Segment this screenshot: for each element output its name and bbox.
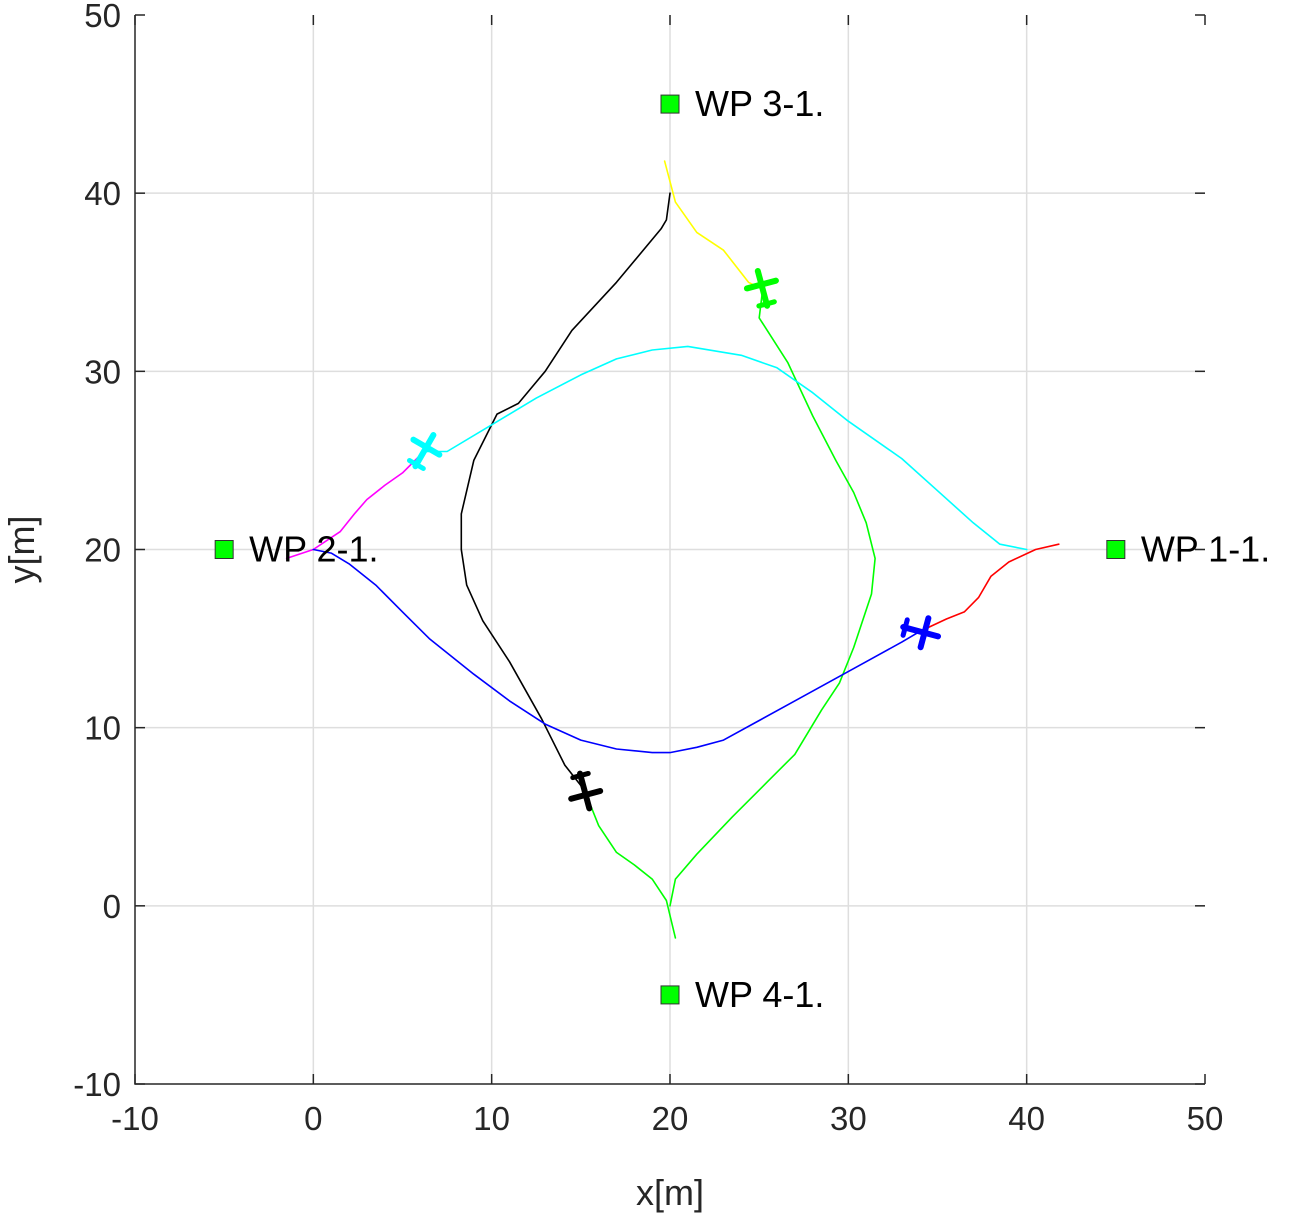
airplane-fuselage <box>754 268 771 309</box>
y-tick-label: 40 <box>84 175 121 212</box>
waypoint-marker <box>660 94 680 114</box>
airplane-tail <box>406 457 426 471</box>
airplane-icon <box>406 432 443 471</box>
airplane-fuselage <box>412 432 437 470</box>
x-tick-label: -10 <box>111 1100 159 1137</box>
airplane-wings <box>743 277 779 292</box>
waypoint-label: WP 3-1. <box>695 83 824 124</box>
airplane-tail <box>900 617 910 638</box>
y-tick-label: 20 <box>84 532 121 569</box>
waypoint-label: WP 2-1. <box>249 529 378 570</box>
x-tick-label: 10 <box>473 1100 510 1137</box>
waypoint-marker <box>214 540 234 559</box>
airplane-wings <box>568 787 604 802</box>
trajectory-line <box>663 160 764 291</box>
trajectory-line <box>423 345 1028 551</box>
trajectory-line <box>583 789 677 939</box>
airplane-fuselage <box>900 624 942 640</box>
trajectory-line <box>312 548 921 754</box>
y-tick-label: -10 <box>73 1066 121 1103</box>
trajectory-line <box>285 450 425 560</box>
waypoint-label: WP 1-1. <box>1141 529 1270 570</box>
x-tick-label: 50 <box>1187 1100 1224 1137</box>
trajectory-series <box>285 160 1060 939</box>
airplane-icon <box>743 268 779 309</box>
y-tick-label: 10 <box>84 710 121 747</box>
waypoint-label: WP 4-1. <box>695 974 824 1015</box>
airplane-icon <box>568 770 604 812</box>
airplane-wings <box>917 615 932 651</box>
airplane-tail <box>570 770 591 781</box>
axes: -10 0 10 20 30 40 50 -10 0 10 20 30 40 50 <box>73 0 1223 1137</box>
airplane-fuselage <box>577 770 593 812</box>
x-tick-label: 30 <box>830 1100 867 1137</box>
airplane-tail <box>756 299 777 309</box>
x-axis-label: x[m] <box>636 1172 704 1213</box>
y-tick-label: 50 <box>84 0 121 34</box>
x-tick-label: 20 <box>652 1100 689 1137</box>
airplane-icon <box>900 615 942 651</box>
x-tick-label: 40 <box>1008 1100 1045 1137</box>
waypoint-marker <box>660 985 680 1005</box>
trajectory-line <box>918 543 1060 633</box>
y-tick-label: 0 <box>103 888 121 925</box>
waypoint-marker <box>1106 540 1126 559</box>
airplane-wings <box>410 436 443 458</box>
y-tick-label: 30 <box>84 353 121 390</box>
aircraft-markers <box>406 268 942 812</box>
x-tick-label: 0 <box>304 1100 322 1137</box>
trajectory-line <box>460 192 671 791</box>
waypoint-markers: WP 3-1. WP 2-1. WP 1-1. WP 4-1. <box>214 83 1270 1015</box>
y-axis-label: y[m] <box>1 516 42 584</box>
trajectory-line <box>669 288 876 907</box>
